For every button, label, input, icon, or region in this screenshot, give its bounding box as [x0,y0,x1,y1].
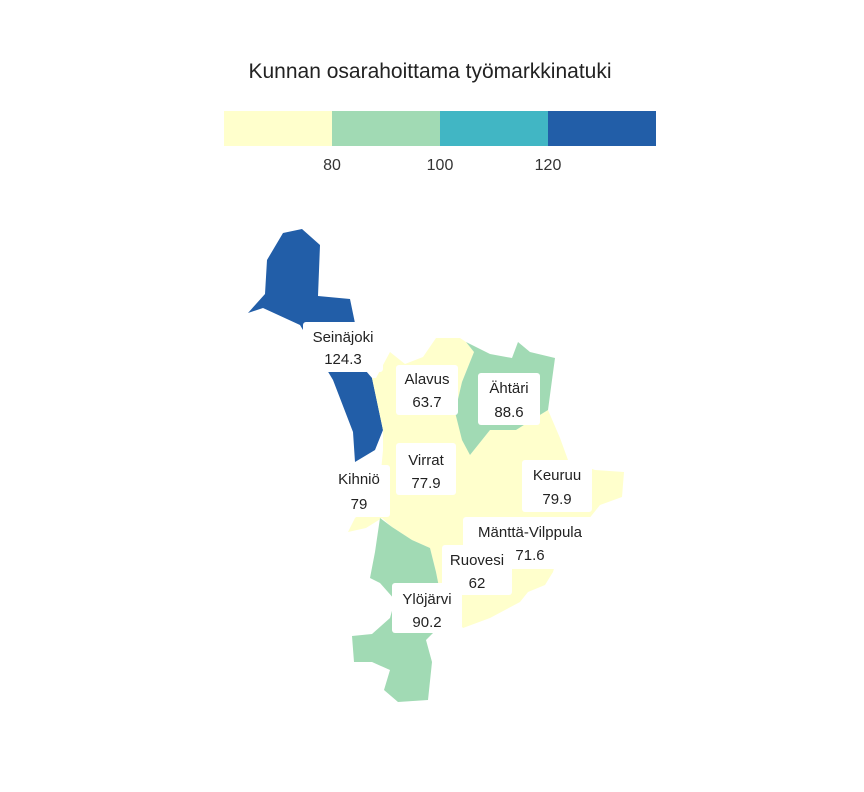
labels: Seinäjoki 124.3 Alavus 63.7 Ähtäri 88.6 … [303,322,597,633]
legend-bin-2 [332,111,440,146]
label-name: Ähtäri [489,380,528,397]
map-title: Kunnan osarahoittama työmarkkinatuki [248,60,611,83]
label-name: Ylöjärvi [402,591,451,608]
label-ylojarvi: Ylöjärvi 90.2 [392,583,462,633]
label-alavus: Alavus 63.7 [396,365,458,415]
label-value: 79.9 [542,491,571,508]
label-name: Seinäjoki [313,329,374,346]
label-name: Keuruu [533,467,581,484]
legend-bin-4 [548,111,656,146]
label-value: 124.3 [324,351,362,368]
label-kihnio: Kihniö 79 [328,465,390,517]
label-value: 90.2 [412,614,441,631]
label-name: Kihniö [338,471,380,488]
legend-bin-3 [440,111,548,146]
label-ahtari: Ähtäri 88.6 [478,373,540,425]
label-name: Virrat [408,452,444,469]
legend-tick-100: 100 [427,157,454,174]
label-keuruu: Keuruu 79.9 [522,460,592,512]
label-name: Mänttä-Vilppula [478,524,583,541]
label-value: 77.9 [411,475,440,492]
label-value: 79 [351,496,368,513]
label-value: 63.7 [412,394,441,411]
legend-tick-120: 120 [535,157,562,174]
label-seinajoki: Seinäjoki 124.3 [303,322,383,372]
label-value: 71.6 [515,547,544,564]
label-name: Ruovesi [450,552,504,569]
label-name: Alavus [404,371,449,388]
label-virrat: Virrat 77.9 [396,443,456,495]
legend-tick-80: 80 [323,157,341,174]
label-value: 62 [469,575,486,592]
legend-bin-1 [224,111,332,146]
legend: 80 100 120 [224,111,656,174]
label-ruovesi: Ruovesi 62 [442,545,512,595]
label-value: 88.6 [494,404,523,421]
